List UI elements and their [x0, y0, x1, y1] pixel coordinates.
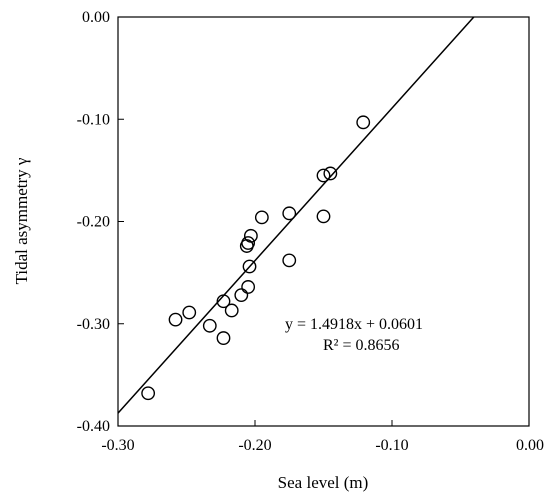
data-point	[224, 303, 239, 318]
x-tick-label: 0.00	[516, 437, 544, 454]
data-point	[356, 115, 371, 130]
data-point	[216, 331, 231, 345]
r-squared-label: R² = 0.8656	[323, 337, 400, 354]
data-point	[242, 259, 257, 274]
data-point	[182, 305, 197, 320]
y-axis-ticks: 0.00 -0.10 -0.20 -0.30 -0.40	[77, 9, 124, 435]
data-point	[316, 209, 331, 224]
data-point	[168, 312, 183, 327]
data-point	[323, 166, 338, 181]
data-point	[241, 280, 256, 294]
data-point	[202, 318, 217, 333]
x-axis-ticks: -0.30 -0.20 -0.10 0.00	[101, 420, 544, 454]
y-tick-label: -0.40	[77, 418, 110, 435]
y-tick-label: -0.10	[77, 111, 110, 128]
data-points	[141, 115, 371, 401]
trendline-equation: y = 1.4918x + 0.0601	[285, 316, 423, 333]
plot-area-frame	[117, 16, 530, 427]
data-point	[243, 228, 258, 243]
data-point	[234, 288, 249, 303]
y-axis-title: Tidal asymmetry γ	[12, 157, 31, 284]
y-tick-label: -0.30	[77, 316, 110, 333]
y-tick-label: -0.20	[77, 214, 110, 231]
x-tick-label: -0.20	[238, 437, 271, 454]
data-point	[216, 294, 231, 309]
data-point	[254, 210, 269, 225]
x-tick-label: -0.30	[101, 437, 134, 454]
data-point	[316, 168, 331, 183]
data-point	[282, 206, 297, 221]
y-tick-label: 0.00	[82, 9, 110, 26]
x-tick-label: -0.10	[375, 437, 408, 454]
x-axis-title: Sea level (m)	[278, 473, 369, 492]
data-point	[241, 236, 256, 250]
data-point	[282, 253, 297, 268]
data-point	[141, 386, 156, 401]
